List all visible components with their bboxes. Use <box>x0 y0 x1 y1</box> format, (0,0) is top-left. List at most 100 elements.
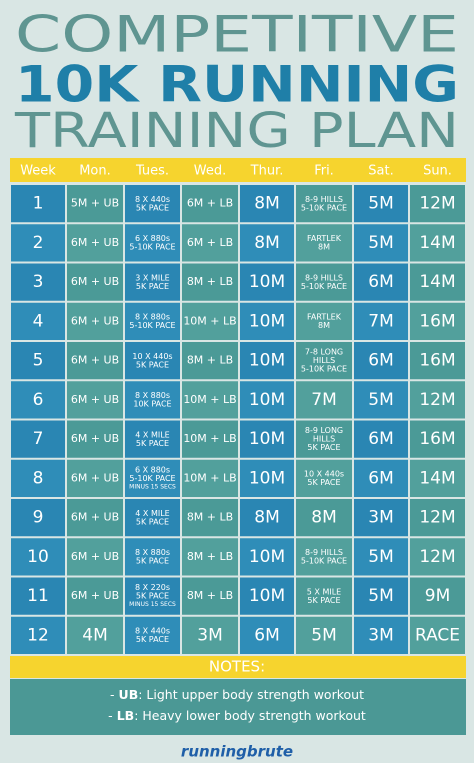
cell <box>354 577 408 615</box>
cell-line: 10 X 440s <box>304 470 344 479</box>
cell <box>182 577 238 615</box>
notes-title: NOTES: <box>209 658 265 676</box>
cell-text: 6M <box>368 272 393 292</box>
cell-text: 6M + LB <box>187 236 233 249</box>
cell-text: 16M <box>419 429 455 449</box>
cell-text: 8M <box>254 508 279 528</box>
cell-text: 6M + UB <box>71 236 119 249</box>
cell-text: 6M + UB <box>71 471 119 484</box>
cell <box>125 185 180 223</box>
cell <box>125 538 180 576</box>
cell <box>410 577 465 615</box>
cell <box>125 342 180 380</box>
cell <box>11 499 65 537</box>
cell-text: 14M <box>419 233 455 253</box>
cell <box>182 420 238 458</box>
cell-text: 10M <box>249 311 285 331</box>
column-header: Thur. <box>250 164 284 179</box>
cell <box>182 616 238 654</box>
cell-text: 10 <box>27 547 49 567</box>
cell <box>296 302 352 340</box>
cell-line: 8 X 440s <box>135 627 170 636</box>
cell-text: 5M <box>368 233 393 253</box>
cell-text: 6M + UB <box>71 275 119 288</box>
cell-line: 8 X 880s <box>135 313 170 322</box>
cell-line: 5K PACE <box>136 635 169 644</box>
cell <box>125 381 180 419</box>
column-header: Fri. <box>314 164 334 179</box>
cell <box>182 538 238 576</box>
cell-text: 16M <box>419 351 455 371</box>
note-term: UB <box>119 687 139 702</box>
cell-text: 8M <box>254 233 279 253</box>
cell <box>296 263 352 301</box>
cell-line: 4 X MILE <box>135 509 169 518</box>
column-header: Sat. <box>368 164 393 179</box>
cell <box>296 538 352 576</box>
cell-line: 5K PACE <box>136 517 169 526</box>
cell-line: 5-10K PACE <box>129 321 175 330</box>
cell <box>240 616 294 654</box>
cell-text: 5M <box>368 194 393 214</box>
notes-band <box>10 656 466 678</box>
notes-box <box>10 679 466 735</box>
cell-line: 5-10K PACE <box>301 365 347 374</box>
cell-text: 8M <box>311 508 336 528</box>
cell <box>125 499 180 537</box>
note-term: LB <box>117 708 135 723</box>
cell <box>11 616 65 654</box>
cell <box>354 459 408 497</box>
cell <box>67 381 123 419</box>
cell <box>354 185 408 223</box>
cell <box>296 224 352 262</box>
cell-text: 10M <box>249 272 285 292</box>
cell <box>11 224 65 262</box>
cell-line: HILLS <box>313 356 335 365</box>
cell <box>240 459 294 497</box>
cell <box>240 263 294 301</box>
cell-line: 10K PACE <box>133 400 171 409</box>
cell <box>182 224 238 262</box>
cell-text: 10M + LB <box>183 432 236 445</box>
cell-text: 8M + LB <box>187 354 233 367</box>
cell-line: 8M <box>318 243 330 252</box>
cell-line: 8 X 880s <box>135 391 170 400</box>
cell-line: 8-9 LONG <box>305 426 343 435</box>
cell <box>125 459 180 497</box>
cell-line: 4 X MILE <box>135 430 169 439</box>
cell <box>240 381 294 419</box>
cell-text: 3 <box>33 272 44 292</box>
column-header: Wed. <box>194 164 226 179</box>
cell <box>410 185 465 223</box>
cell <box>182 499 238 537</box>
cell <box>410 381 465 419</box>
cell-line: 8-9 HILLS <box>305 195 343 204</box>
cell-text: RACE <box>415 625 460 645</box>
cell-text: 8M <box>254 194 279 214</box>
cell <box>296 342 352 380</box>
cell <box>354 616 408 654</box>
note-text: : Light upper body strength workout <box>138 687 364 702</box>
cell-text: 7M <box>368 311 393 331</box>
cell <box>11 420 65 458</box>
cell-text: 10M + LB <box>183 314 236 327</box>
cell-line: 5K PACE <box>136 557 169 566</box>
cell-text: 11 <box>27 586 49 606</box>
cell-text: 3M <box>197 625 222 645</box>
cell-line: FARTLEK <box>307 313 342 322</box>
cell <box>354 381 408 419</box>
cell-text: 5M <box>368 586 393 606</box>
cell-text: 8M + LB <box>187 275 233 288</box>
cell-line: 5K PACE <box>136 360 169 369</box>
cell <box>410 263 465 301</box>
cell-text: 6M <box>254 625 279 645</box>
cell-line: 7-8 LONG <box>305 348 343 357</box>
cell-line: 5K PACE <box>136 282 169 291</box>
cell-text: 6M + UB <box>71 314 119 327</box>
cell <box>354 499 408 537</box>
cell <box>296 499 352 537</box>
note-prefix: - <box>110 687 115 702</box>
cell-line: 3 X MILE <box>135 273 169 282</box>
